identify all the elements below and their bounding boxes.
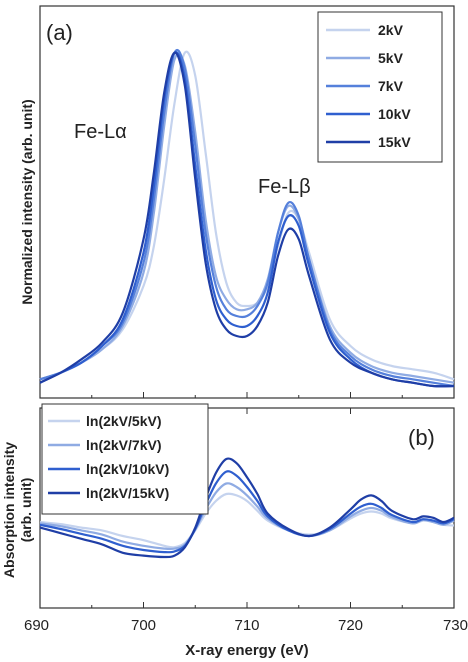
panel-b-ylabel-line1: Absorption intensity: [1, 442, 17, 578]
series-line-2: [39, 52, 455, 384]
legend-b-label: ln(2kV/5kV): [86, 413, 161, 429]
series-line-2: [39, 482, 455, 551]
x-tick-label: 700: [131, 617, 156, 634]
legend-a-label: 15kV: [378, 134, 411, 150]
annotation-fe-l-alpha: Fe-Lα: [74, 121, 127, 143]
legend-a-label: 5kV: [378, 50, 404, 66]
panel-b-legend: ln(2kV/5kV) ln(2kV/7kV) ln(2kV/10kV) ln(2kV…: [41, 403, 209, 515]
series-line-4: [39, 50, 455, 388]
x-tick-label: 690: [24, 617, 49, 634]
annotation-fe-l-beta: Fe-Lβ: [258, 176, 311, 198]
legend-box-b: [41, 403, 209, 515]
panel-a-label: (a): [46, 20, 73, 45]
legend-box-a: [317, 11, 443, 163]
x-tick-label: 730: [443, 617, 468, 634]
panel-b-ylabel-line2: (arb. unit): [18, 478, 34, 543]
panel-a-ticks: [39, 392, 455, 414]
series-line-5: [39, 51, 455, 388]
panel-a-series: [39, 48, 455, 388]
series-line-3: [39, 48, 455, 388]
legend-a-label: 10kV: [378, 106, 411, 122]
legend-b-label: ln(2kV/7kV): [86, 437, 161, 453]
series-line-1: [39, 50, 455, 381]
series-line-3: [39, 470, 455, 554]
legend-b-label: ln(2kV/10kV): [86, 461, 169, 477]
x-axis-label: X-ray energy (eV): [185, 642, 308, 659]
series-line-4: [39, 457, 455, 559]
legend-a-label: 2kV: [378, 22, 404, 38]
series-line-1: [39, 492, 455, 549]
panel-b-series: [39, 457, 455, 559]
x-tick-label: 720: [338, 617, 363, 634]
x-tick-label: 710: [234, 617, 259, 634]
legend-b-label: ln(2kV/15kV): [86, 485, 169, 501]
legend-a-label: 7kV: [378, 78, 404, 94]
panel-a-legend: 2kV 5kV 7kV 10kV 15kV: [317, 11, 443, 163]
panel-b-ticks: 690 700 710 720 730: [24, 602, 468, 634]
panel-b-label: (b): [408, 425, 435, 450]
panel-a-ylabel: Normalized intensity (arb. unit): [19, 99, 35, 304]
